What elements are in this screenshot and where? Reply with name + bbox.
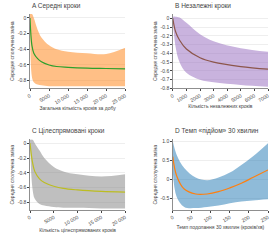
svg-text:150: 150 <box>221 214 231 223</box>
svg-text:Загальна кількість кроків за д: Загальна кількість кроків за добу <box>40 105 117 111</box>
svg-text:-0.4: -0.4 <box>18 46 27 52</box>
svg-text:6000: 6000 <box>244 92 257 103</box>
svg-text:-0.4: -0.4 <box>161 50 170 56</box>
svg-text:B Незалежні кроки: B Незалежні кроки <box>175 2 231 10</box>
svg-text:0: 0 <box>169 214 175 221</box>
svg-text:15 000: 15 000 <box>87 214 103 227</box>
svg-text:D Темп «підйом» 30 хвилин: D Темп «підйом» 30 хвилин <box>175 127 259 135</box>
svg-text:3000: 3000 <box>203 92 216 103</box>
svg-text:7000: 7000 <box>257 92 270 103</box>
svg-text:5000: 5000 <box>230 92 243 103</box>
svg-text:20 000: 20 000 <box>92 92 108 105</box>
svg-text:50: 50 <box>186 214 194 222</box>
svg-text:-0.1: -0.1 <box>161 24 170 30</box>
svg-text:0: 0 <box>26 92 32 99</box>
svg-text:-0.2: -0.2 <box>161 33 170 39</box>
svg-text:-0.8: -0.8 <box>18 199 27 205</box>
svg-text:-0.3: -0.3 <box>161 41 170 47</box>
svg-text:-0.5: -0.5 <box>161 195 170 201</box>
svg-text:-0.8: -0.8 <box>161 85 170 91</box>
svg-text:15 000: 15 000 <box>73 92 89 105</box>
svg-text:100: 100 <box>202 214 212 223</box>
svg-text:4000: 4000 <box>216 92 229 103</box>
svg-text:0: 0 <box>166 15 169 21</box>
svg-text:250: 250 <box>260 214 270 223</box>
svg-text:-0.2: -0.2 <box>18 30 27 36</box>
svg-text:Кількість цілеспрямованих крок: Кількість цілеспрямованих кроків <box>39 227 116 233</box>
svg-text:200: 200 <box>240 214 250 223</box>
svg-text:Середня сполучена зміна: Середня сполучена зміна <box>9 145 15 205</box>
svg-text:C Цілеспрямовані кроки: C Цілеспрямовані кроки <box>32 127 105 135</box>
svg-text:2000: 2000 <box>189 92 202 103</box>
svg-text:Середня сполучена зміна: Середня сполучена зміна <box>152 21 158 81</box>
svg-text:0: 0 <box>166 176 169 182</box>
svg-text:Темп подолання 30 хвилин (крок: Темп подолання 30 хвилин (кроків/хв) <box>177 224 265 230</box>
svg-text:-0.7: -0.7 <box>161 76 170 82</box>
svg-text:1.0: 1.0 <box>162 138 169 144</box>
svg-text:0: 0 <box>24 15 27 21</box>
svg-text:-0.2: -0.2 <box>18 155 27 161</box>
svg-text:0: 0 <box>24 140 27 146</box>
svg-text:-0.6: -0.6 <box>18 184 27 190</box>
svg-text:-0.5: -0.5 <box>161 59 170 65</box>
svg-text:0: 0 <box>169 92 175 99</box>
svg-text:-0.6: -0.6 <box>18 62 27 68</box>
svg-text:5000: 5000 <box>43 214 56 225</box>
svg-text:20 000: 20 000 <box>111 214 127 227</box>
svg-text:Кількість незалежних кроків: Кількість незалежних кроків <box>188 103 253 109</box>
svg-text:A Середні кроки: A Середні кроки <box>32 2 81 10</box>
svg-text:1000: 1000 <box>176 92 189 103</box>
svg-text:25 000: 25 000 <box>111 92 127 105</box>
svg-text:-0.8: -0.8 <box>18 77 27 83</box>
svg-text:0.5: 0.5 <box>162 157 169 163</box>
svg-text:-0.6: -0.6 <box>161 68 170 74</box>
svg-text:Середня сполучена зміна: Середня сполучена зміна <box>9 21 15 81</box>
svg-text:10 000: 10 000 <box>54 92 70 105</box>
svg-text:0: 0 <box>26 214 32 221</box>
svg-text:Середня сполучена зміна: Середня сполучена зміна <box>152 145 158 205</box>
svg-text:-0.4: -0.4 <box>18 170 27 176</box>
svg-text:10 000: 10 000 <box>63 214 79 227</box>
svg-text:5000: 5000 <box>38 92 51 103</box>
